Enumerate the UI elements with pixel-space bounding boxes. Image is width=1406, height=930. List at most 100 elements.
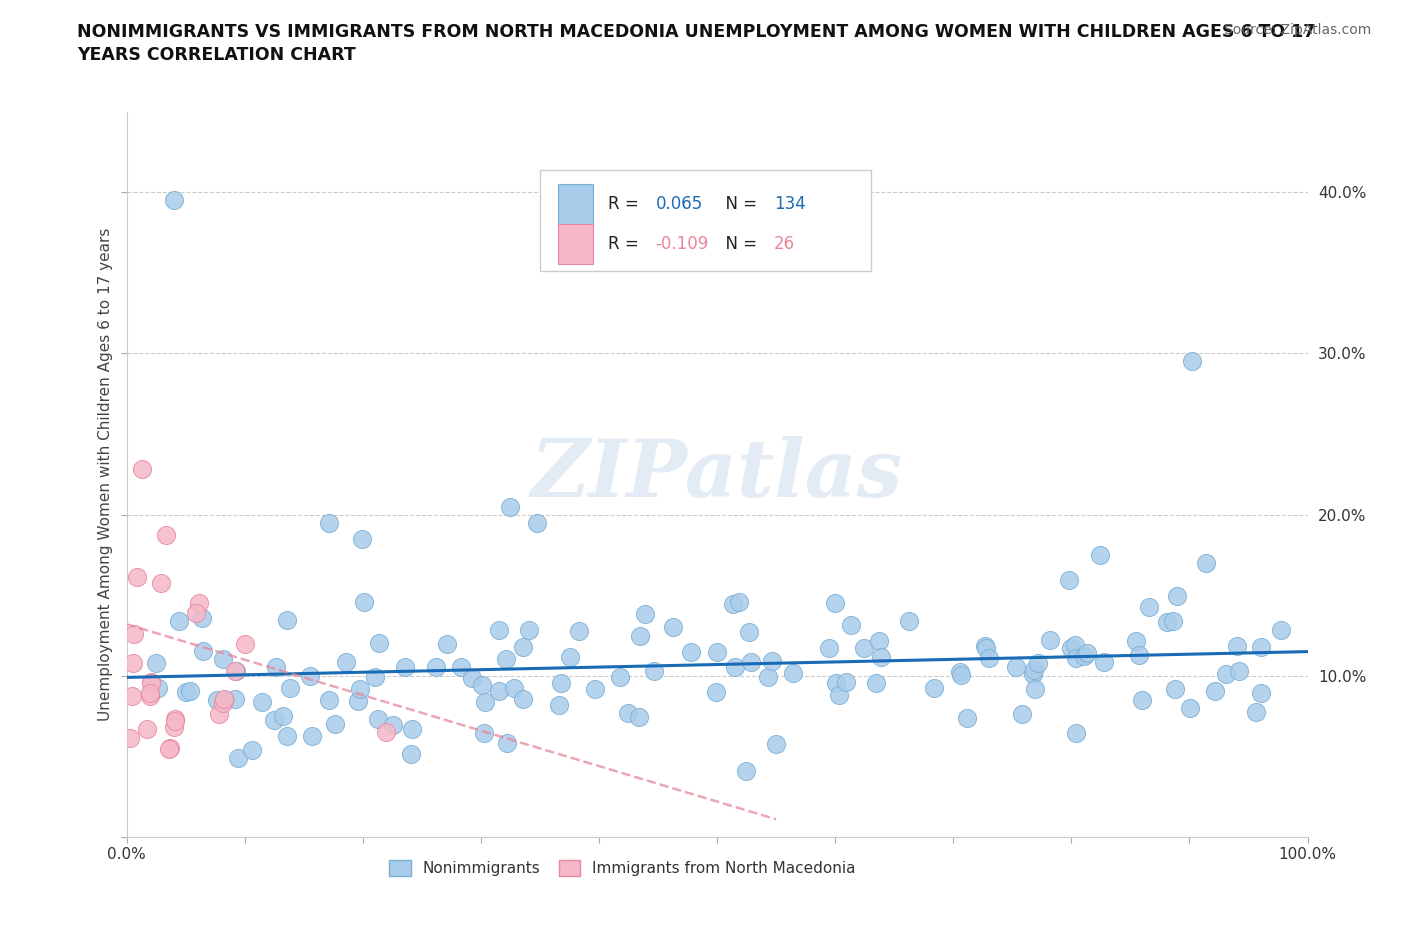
Point (503, 680, 526, 695)
Point (146, 681, 169, 696)
Point (276, 613, 298, 628)
Point (488, 684, 510, 698)
Point (323, 716, 346, 731)
Point (165, 711, 187, 726)
Point (118, 731, 141, 746)
Point (782, 665, 804, 680)
Point (186, 605, 208, 620)
Point (335, 655, 357, 670)
Point (1181, 354, 1204, 369)
Point (187, 595, 209, 610)
Point (1137, 600, 1160, 615)
Text: 0.065: 0.065 (655, 195, 703, 214)
Point (179, 684, 201, 698)
Point (141, 675, 163, 690)
Point (1060, 641, 1083, 656)
Point (628, 629, 651, 644)
FancyBboxPatch shape (540, 169, 870, 272)
Point (214, 691, 236, 706)
Point (163, 719, 186, 734)
Point (367, 711, 389, 726)
Point (163, 193, 186, 207)
Point (761, 654, 783, 669)
Point (375, 724, 398, 739)
Point (264, 659, 287, 674)
Point (350, 531, 373, 546)
Point (135, 722, 157, 737)
Point (547, 698, 569, 712)
Point (1226, 639, 1249, 654)
Point (817, 641, 839, 656)
Point (681, 644, 703, 659)
Point (977, 650, 1000, 665)
Point (318, 515, 340, 530)
Point (1022, 663, 1045, 678)
Point (865, 675, 887, 690)
Point (214, 692, 236, 707)
Point (609, 669, 631, 684)
Point (1195, 556, 1218, 571)
Text: N =: N = (714, 235, 762, 253)
Point (1215, 666, 1237, 681)
Point (382, 718, 405, 733)
Point (956, 711, 979, 725)
Point (835, 675, 858, 690)
Point (1166, 589, 1188, 604)
Point (401, 722, 423, 737)
Point (628, 710, 651, 724)
Point (394, 659, 416, 674)
Point (1128, 647, 1150, 662)
Point (1088, 548, 1111, 563)
Text: R =: R = (609, 235, 644, 253)
Point (122, 656, 145, 671)
Point (1178, 701, 1201, 716)
Point (1132, 693, 1154, 708)
Point (517, 623, 540, 638)
Point (488, 622, 510, 637)
Point (212, 652, 235, 667)
Point (228, 751, 250, 765)
Point (145, 656, 167, 671)
Point (367, 636, 389, 651)
Point (825, 676, 848, 691)
Text: NONIMMIGRANTS VS IMMIGRANTS FROM NORTH MACEDONIA UNEMPLOYMENT AMONG WOMEN WITH C: NONIMMIGRANTS VS IMMIGRANTS FROM NORTH M… (77, 23, 1316, 41)
Point (353, 594, 375, 609)
Point (1064, 638, 1087, 653)
Point (499, 499, 522, 514)
Point (1161, 613, 1184, 628)
Point (1022, 666, 1045, 681)
Point (174, 684, 197, 699)
Point (159, 740, 181, 755)
Point (824, 595, 846, 610)
Point (131, 461, 153, 476)
Point (301, 728, 323, 743)
Point (922, 681, 945, 696)
Point (1026, 656, 1049, 671)
Point (828, 687, 851, 702)
Point (1125, 634, 1147, 649)
Point (224, 692, 246, 707)
Point (1064, 651, 1087, 666)
Point (240, 742, 263, 757)
Point (898, 614, 921, 629)
Point (471, 678, 494, 693)
Point (191, 610, 214, 625)
Text: 134: 134 (773, 195, 806, 214)
Point (233, 636, 256, 651)
Point (224, 663, 246, 678)
Point (765, 737, 787, 751)
Point (756, 670, 779, 684)
Text: N =: N = (714, 195, 762, 214)
Point (1024, 682, 1046, 697)
Point (721, 596, 744, 611)
Point (298, 668, 321, 683)
Point (724, 659, 747, 674)
Point (550, 676, 572, 691)
Point (139, 685, 162, 700)
Point (1227, 663, 1250, 678)
Point (1092, 655, 1115, 670)
Point (740, 654, 762, 669)
Point (568, 623, 591, 638)
Point (205, 693, 228, 708)
Point (472, 725, 495, 740)
